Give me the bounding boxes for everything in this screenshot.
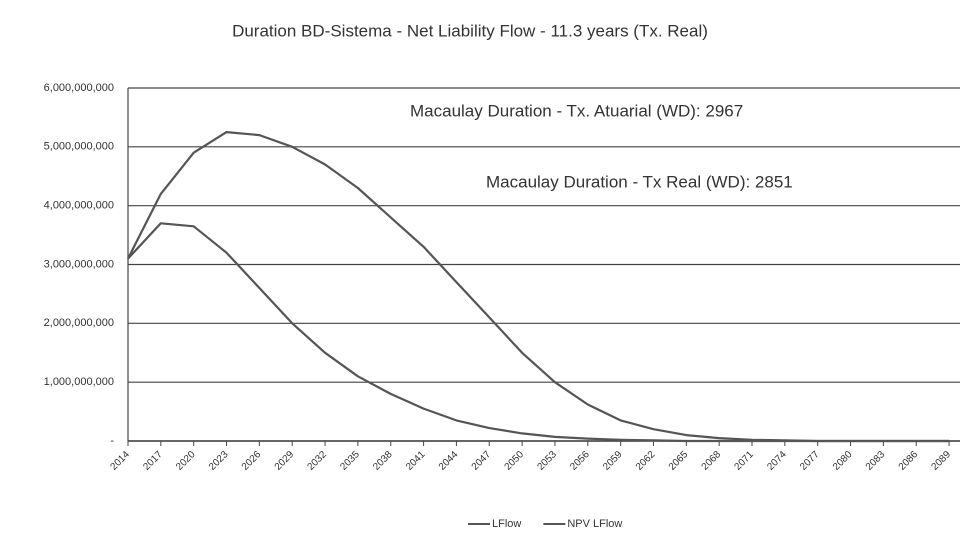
line	[127, 222, 950, 443]
x-tick-label: 2083	[864, 449, 888, 473]
x-tick-label: 2041	[404, 449, 428, 473]
y-tick-label: 2,000,000,000	[44, 317, 114, 329]
x-tick-label: 2023	[207, 449, 231, 473]
x-tick-label: 2056	[568, 449, 592, 473]
x-tick-label: 2074	[765, 449, 789, 473]
y-tick-label: 1,000,000,000	[44, 376, 114, 388]
x-tick-label: 2017	[141, 449, 165, 473]
x-tick-label: 2077	[798, 449, 822, 473]
x-tick-label: 2089	[930, 449, 954, 473]
x-tick-label: 2044	[437, 449, 461, 473]
y-tick-label: 5,000,000,000	[44, 141, 114, 153]
x-tick-label: 2053	[535, 449, 559, 473]
chart-title: Duration BD-Sistema - Net Liability Flow…	[232, 21, 708, 40]
annotation: Macaulay Duration - Tx. Atuarial (WD): 2…	[410, 101, 743, 120]
x-tick-label: 2065	[667, 449, 691, 473]
legend-label: NPV LFlow	[567, 518, 622, 530]
annotation: Macaulay Duration - Tx Real (WD): 2851	[486, 172, 793, 191]
x-tick-label: 2026	[240, 449, 264, 473]
x-tick-label: 2062	[634, 449, 658, 473]
y-tick-label: 4,000,000,000	[44, 200, 114, 212]
x-tick-label: 2020	[174, 449, 198, 473]
y-tick-label: -	[110, 435, 114, 447]
x-tick-label: 2068	[700, 449, 724, 473]
x-tick-label: 2014	[108, 449, 132, 473]
x-tick-label: 2086	[897, 449, 921, 473]
x-tick-label: 2038	[371, 449, 395, 473]
legend-label: LFlow	[492, 518, 521, 530]
x-tick-label: 2080	[831, 449, 855, 473]
x-tick-label: 2047	[470, 449, 494, 473]
y-tick-label: 3,000,000,000	[44, 258, 114, 270]
x-tick-label: 2029	[273, 449, 297, 473]
x-tick-label: 2032	[306, 449, 330, 473]
x-tick-label: 2050	[503, 449, 527, 473]
x-tick-label: 2035	[338, 449, 362, 473]
x-tick-label: 2071	[732, 449, 756, 473]
y-tick-label: 6,000,000,000	[44, 82, 114, 94]
x-tick-label: 2059	[601, 449, 625, 473]
